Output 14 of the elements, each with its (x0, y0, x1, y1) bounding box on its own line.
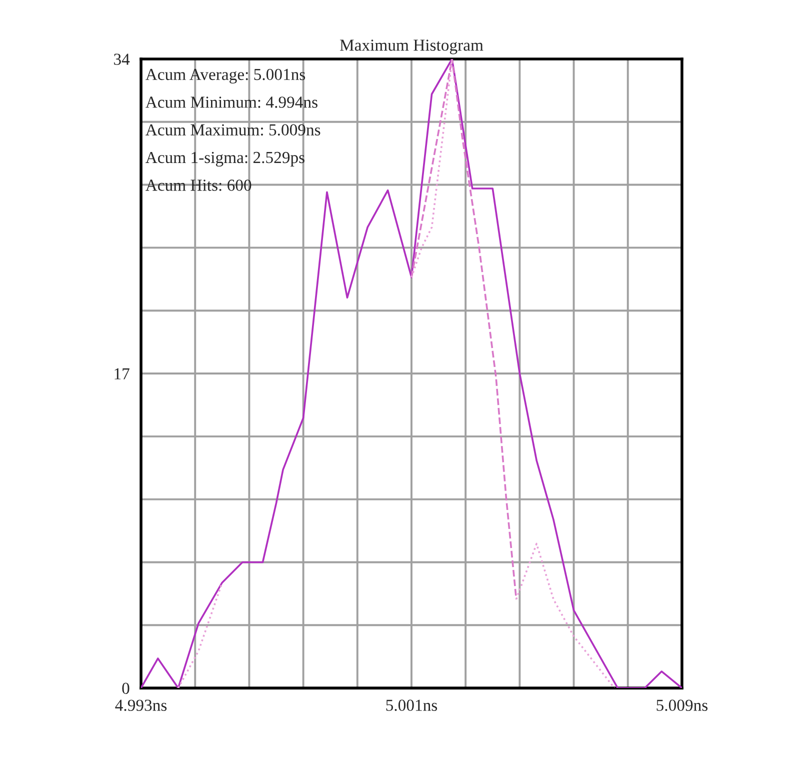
line-series (141, 58, 682, 688)
x-tick-label: 5.009ns (656, 700, 708, 711)
annotation: Acum 1-sigma: 2.529ps (146, 152, 304, 167)
y-tick-label: 17 (114, 368, 130, 380)
y-tick-label: 34 (114, 54, 130, 65)
annotation: Acum Minimum: 4.994ns (146, 96, 318, 108)
annotation: Acum Average: 5.001ns (146, 68, 306, 84)
y-tick-label: 0 (122, 682, 130, 694)
x-tick-label: 5.001ns (386, 700, 438, 711)
chart-title: Maximum Histogram (340, 40, 484, 54)
annotation: Acum Maximum: 5.009ns (146, 124, 320, 136)
x-tick-label: 4.993ns (115, 700, 167, 711)
annotation: Acum Hits: 600 (146, 180, 252, 191)
line-series (410, 58, 518, 600)
